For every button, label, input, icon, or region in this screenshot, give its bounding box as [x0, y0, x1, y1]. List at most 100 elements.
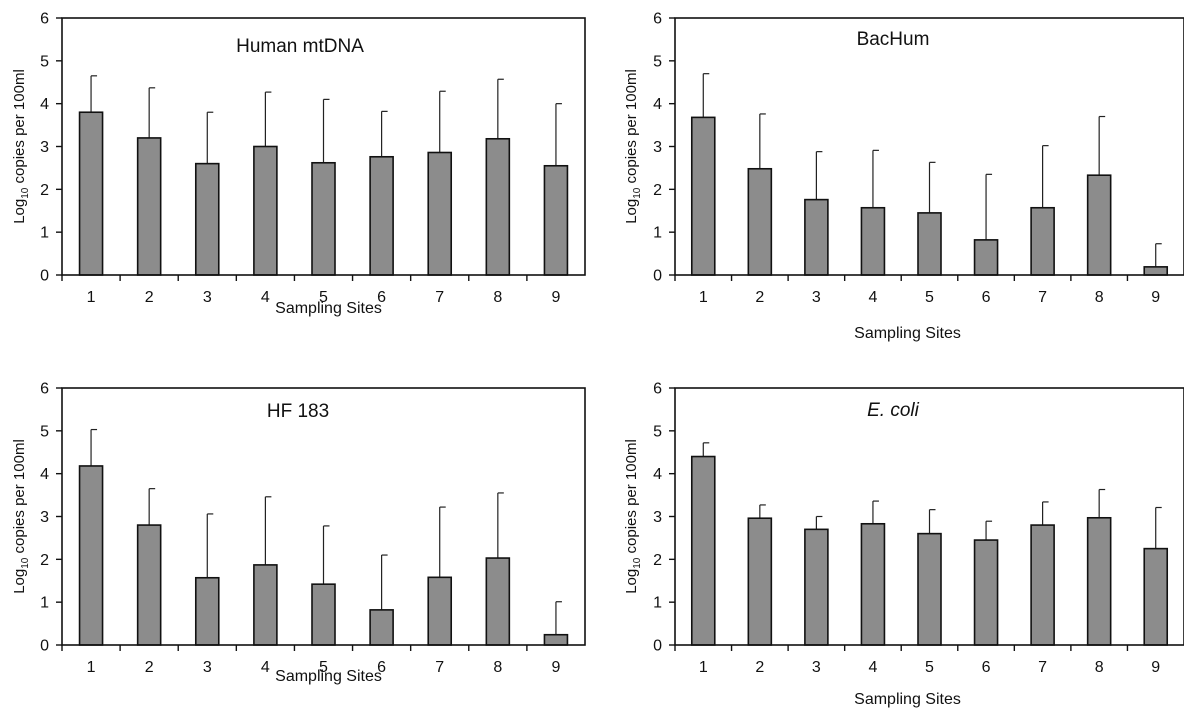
bar: [543, 164, 569, 276]
x-tick-label: 7: [1038, 659, 1047, 676]
y-tick-label: 4: [653, 466, 662, 483]
x-tick-label: 2: [755, 289, 764, 306]
panel-title: BacHum: [857, 29, 930, 50]
x-tick-label: 1: [699, 659, 708, 676]
error-bar: [555, 103, 562, 166]
error-bar: [90, 428, 98, 466]
bar: [427, 576, 453, 646]
bar: [543, 633, 569, 646]
bar: [804, 198, 829, 276]
bar: [485, 137, 511, 276]
bar: [194, 162, 220, 276]
error-bar: [264, 91, 272, 147]
bar: [253, 145, 278, 276]
y-tick-label: 5: [40, 423, 49, 440]
x-tick-label: 8: [493, 659, 502, 676]
bar: [917, 212, 942, 276]
bar: [747, 167, 773, 276]
y-tick-label: 5: [653, 53, 662, 70]
bar: [1030, 206, 1055, 276]
bar: [369, 155, 394, 276]
error-bar: [90, 75, 98, 113]
error-bar: [872, 149, 879, 208]
error-bar: [815, 151, 823, 200]
bar: [973, 239, 999, 276]
y-tick-label: 6: [653, 11, 662, 28]
bar: [485, 557, 511, 646]
bar: [860, 522, 886, 646]
x-tick-label: 9: [551, 659, 560, 676]
error-bar: [264, 496, 272, 565]
bar: [690, 455, 716, 646]
chart-panel-1: 0 1 2 3 4 5 6 1 2 3 4 5 6 7 8 9 Human mtDNA Sampling Site…: [11, 11, 586, 317]
bar: [1086, 516, 1112, 646]
x-tick-label: 7: [435, 659, 444, 676]
chart-panel-2: 0 1 2 3 4 5 6 1 2 3 4 5 6 7 8 9 BacHum Sampling Sites Log1…: [623, 11, 1184, 342]
x-tick-label: 3: [812, 289, 821, 306]
y-axis-label: Log10 copies per 100ml: [623, 439, 643, 594]
y-tick-label: 6: [40, 381, 49, 398]
bar: [427, 151, 453, 276]
error-bar: [1042, 145, 1049, 208]
error-bar: [206, 513, 214, 578]
error-bar: [381, 110, 388, 157]
y-axis-label: Log10 copies per 100ml: [623, 69, 643, 224]
error-bar: [872, 500, 879, 524]
y-tick-label: 5: [653, 423, 662, 440]
y-tick-label: 3: [40, 139, 49, 156]
error-bar: [702, 73, 710, 118]
bar: [973, 539, 999, 646]
error-bar: [148, 87, 156, 138]
error-bar: [985, 173, 993, 240]
chart-panels: 0 1 2 3 4 5 6 1 2 3 4 5 6 7 8 9 Human mtDNA Sampling Site…: [11, 11, 1184, 708]
bar: [194, 576, 220, 646]
x-tick-label: 5: [319, 289, 328, 306]
x-tick-label: 6: [982, 289, 991, 306]
x-tick-label: 2: [145, 659, 154, 676]
error-bar: [1155, 506, 1162, 549]
bar: [747, 517, 773, 646]
x-tick-label: 6: [377, 289, 386, 306]
bar: [311, 583, 336, 646]
error-bar: [928, 509, 936, 534]
y-tick-label: 1: [653, 225, 662, 242]
bar: [1030, 524, 1055, 646]
bar: [136, 524, 162, 646]
x-tick-label: 8: [1095, 659, 1104, 676]
error-bar: [1155, 243, 1162, 267]
error-bar: [1098, 488, 1106, 518]
bar: [136, 137, 162, 276]
error-bar: [815, 515, 823, 530]
x-tick-label: 2: [145, 289, 154, 306]
y-tick-label: 1: [40, 595, 49, 612]
error-bar: [702, 442, 710, 457]
y-tick-label: 1: [40, 225, 49, 242]
error-bar: [759, 504, 766, 519]
x-tick-label: 3: [812, 659, 821, 676]
x-tick-label: 7: [435, 289, 444, 306]
x-tick-label: 5: [319, 659, 328, 676]
x-tick-label: 1: [87, 659, 96, 676]
x-tick-label: 2: [755, 659, 764, 676]
chart-panel-3: 0 1 2 3 4 5 6 1 2 3 4 5 6 7 8 9 HF 183 Sampling Sites Log1…: [11, 381, 586, 685]
x-axis-label: Sampling Sites: [275, 300, 382, 317]
y-axis-label: Log10 copies per 100ml: [11, 439, 31, 594]
x-tick-label: 9: [1151, 289, 1160, 306]
bar: [253, 564, 278, 646]
error-bar: [381, 554, 388, 610]
bar: [369, 609, 394, 646]
panel-title: HF 183: [267, 401, 329, 422]
bar: [917, 532, 942, 646]
x-axis-label: Sampling Sites: [854, 691, 961, 708]
y-tick-label: 0: [40, 638, 49, 655]
error-bar: [985, 520, 993, 541]
y-tick-label: 1: [653, 595, 662, 612]
y-tick-label: 5: [40, 53, 49, 70]
x-tick-label: 8: [1095, 289, 1104, 306]
error-bar: [322, 525, 330, 585]
y-tick-label: 6: [653, 381, 662, 398]
error-bar: [206, 111, 214, 164]
y-tick-label: 3: [653, 139, 662, 156]
chart-panel-4: 0 1 2 3 4 5 6 1 2 3 4 5 6 7 8 9 E. coli Sampling Sites Log…: [623, 381, 1184, 708]
